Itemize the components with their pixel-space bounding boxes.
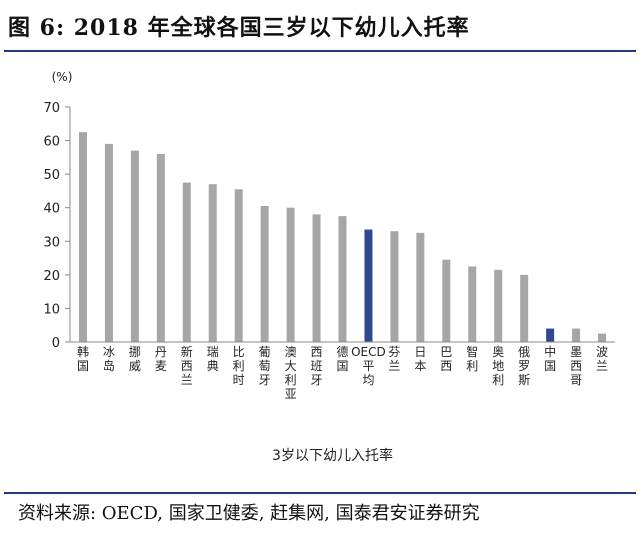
- x-category-label: 墨西哥: [570, 345, 582, 387]
- bars: [78, 132, 607, 342]
- bar: [156, 154, 165, 342]
- bar: [104, 143, 113, 342]
- y-axis-unit-label: (%): [52, 70, 73, 84]
- y-tick-label: 30: [43, 235, 60, 250]
- bar: [286, 207, 295, 342]
- x-category-label: 中国: [544, 344, 556, 373]
- x-category-label: 日本: [414, 345, 426, 373]
- x-category-label: 挪威: [129, 345, 141, 373]
- x-category-label: 新西兰: [181, 344, 193, 387]
- x-category-label: 比利时: [233, 345, 245, 387]
- y-tick-label: 20: [43, 269, 60, 284]
- bar: [546, 328, 555, 342]
- source-note: 资料来源: OECD, 国家卫健委, 赶集网, 国泰君安证券研究: [18, 503, 480, 524]
- bar: [312, 214, 321, 342]
- y-tick-label: 70: [43, 101, 60, 116]
- bar: [364, 229, 373, 342]
- y-tick-label: 40: [43, 202, 60, 217]
- x-category-label: 瑞典: [207, 345, 219, 373]
- figure-title: 图 6: 2018 年全球各国三岁以下幼儿入托率: [8, 15, 470, 41]
- x-category-label: 智利: [466, 344, 478, 373]
- y-axis: 0 10 20 30 40 50 60 70: [43, 101, 71, 351]
- bar: [390, 231, 399, 342]
- x-category-label: 巴西: [440, 345, 452, 373]
- bar: [208, 184, 217, 342]
- x-category-label: 芬兰: [388, 345, 400, 373]
- bar: [572, 328, 581, 342]
- source-divider: [4, 492, 636, 494]
- x-category-label: 丹麦: [155, 345, 167, 373]
- bar: [182, 182, 191, 342]
- x-category-label: 德国: [336, 344, 348, 373]
- bar: [234, 189, 243, 342]
- x-category-label: 韩国: [77, 344, 89, 373]
- y-tick-label: 50: [43, 168, 60, 183]
- x-category-label: 奥地利: [492, 345, 504, 387]
- x-category-label: 波兰: [596, 345, 608, 373]
- bar: [494, 269, 503, 342]
- x-category-label: 西班牙: [311, 345, 323, 387]
- bar: [442, 259, 451, 342]
- y-tick-label: 10: [43, 302, 60, 317]
- bar: [78, 132, 87, 342]
- bar: [416, 232, 425, 342]
- bar: [130, 150, 139, 342]
- x-axis-title: 3岁以下幼儿入托率: [272, 447, 393, 464]
- bar: [468, 266, 477, 342]
- title-divider: [4, 50, 636, 52]
- y-tick-label: 0: [52, 336, 60, 351]
- x-category-label: OECD 平均: [351, 345, 386, 387]
- bar: [520, 274, 529, 342]
- bar: [260, 206, 269, 342]
- x-category-label: 葡萄牙: [259, 345, 271, 387]
- x-category-label: 冰岛: [103, 345, 115, 373]
- bar: [598, 333, 607, 342]
- x-category-label: 俄罗斯: [518, 345, 530, 387]
- y-tick-label: 60: [43, 135, 60, 150]
- x-category-label: 澳大利亚: [285, 345, 297, 401]
- bar: [338, 216, 347, 342]
